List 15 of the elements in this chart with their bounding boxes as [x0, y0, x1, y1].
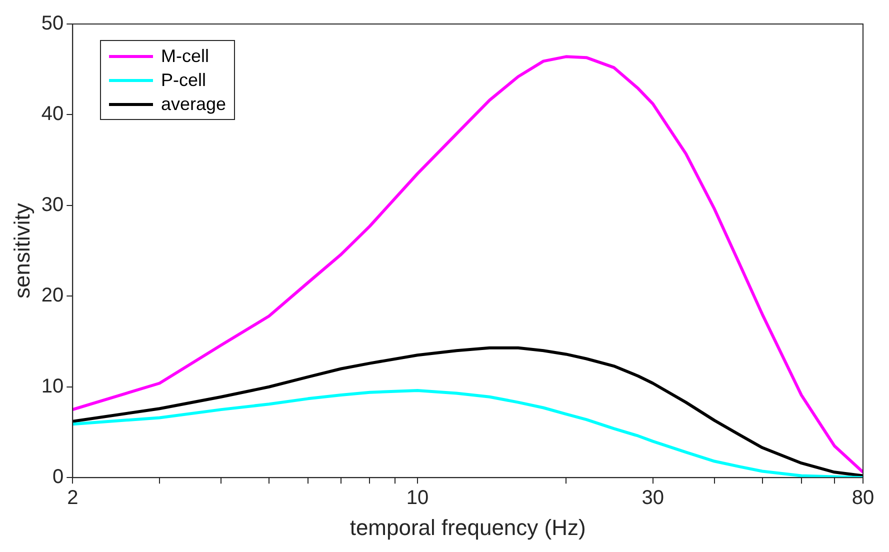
y-axis-title: sensitivity: [9, 203, 34, 298]
x-tick-label: 2: [67, 487, 78, 510]
y-tick-label: 50: [41, 12, 64, 35]
x-tick-label: 80: [852, 487, 874, 510]
y-tick-label: 20: [41, 284, 64, 307]
y-tick-label: 0: [52, 466, 64, 488]
x-tick-label: 30: [642, 487, 664, 510]
x-axis-title: temporal frequency (Hz): [350, 514, 586, 540]
legend-label: P-cell: [161, 70, 206, 90]
legend-label: M-cell: [161, 46, 209, 66]
y-tick-label: 10: [41, 375, 64, 398]
legend-label: average: [161, 94, 226, 114]
y-tick-label: 40: [41, 103, 64, 126]
x-tick-label: 10: [406, 487, 429, 510]
y-tick-label: 30: [41, 194, 64, 216]
